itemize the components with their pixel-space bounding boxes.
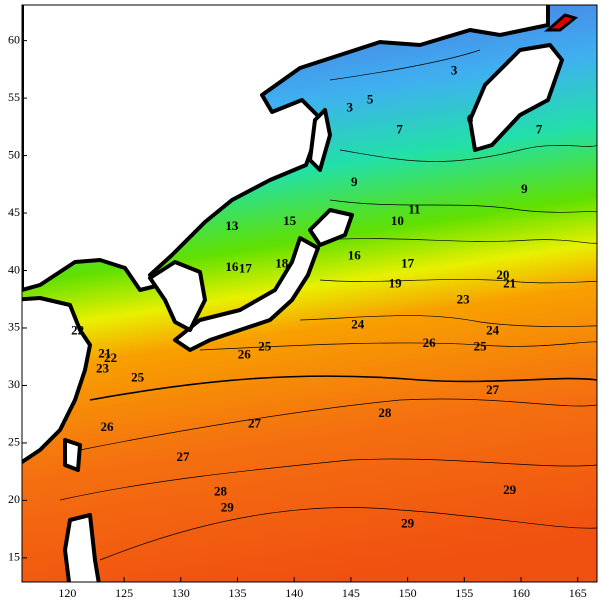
- contour-label: 25: [474, 339, 488, 354]
- x-tick-label: 125: [115, 586, 133, 600]
- y-tick-label: 40: [8, 262, 20, 276]
- contour-label: 21: [503, 275, 516, 290]
- contour-label: 29: [221, 499, 235, 514]
- x-tick-label: 140: [285, 586, 303, 600]
- contour-label: 28: [378, 405, 392, 420]
- y-tick-label: 20: [8, 492, 20, 506]
- contour-label: 7: [536, 121, 543, 136]
- land-kamchatka: [468, 43, 564, 152]
- x-tick-label: 155: [455, 586, 473, 600]
- contour-label: 24: [486, 322, 500, 337]
- x-tick-label: 120: [58, 586, 76, 600]
- contour-label: 28: [214, 483, 228, 498]
- contour-label: 29: [401, 516, 415, 531]
- y-tick-label: 15: [8, 550, 20, 564]
- frame: [21, 4, 598, 583]
- x-tick-label: 135: [228, 586, 246, 600]
- contour-label: 23: [96, 360, 110, 375]
- contour-label: 9: [521, 181, 528, 196]
- map-area: [22, 5, 597, 582]
- contour-label: 21: [98, 345, 111, 360]
- contour-label: 9: [351, 174, 358, 189]
- contour-label: 15: [283, 213, 297, 228]
- contour-label: 22: [71, 322, 84, 337]
- x-tick-label: 150: [399, 586, 417, 600]
- land-korea: [148, 260, 207, 332]
- contour-label: 20: [496, 267, 509, 282]
- y-tick-label: 55: [8, 90, 20, 104]
- y-tick-label: 30: [8, 377, 20, 391]
- contour-label: 26: [238, 347, 252, 362]
- y-tick-label: 35: [8, 320, 20, 334]
- contour-label: 24: [351, 317, 365, 332]
- land-hokkaido: [308, 208, 354, 247]
- contour-label: 26: [423, 335, 437, 350]
- x-tick-label: 165: [569, 586, 587, 600]
- contours: [59, 49, 597, 561]
- contour-label: 5: [367, 91, 374, 106]
- contour-label: 17: [239, 260, 253, 275]
- land-mainland: [22, 5, 550, 292]
- land-edge-red: [544, 13, 579, 32]
- contour-label: 11: [408, 202, 420, 217]
- contour-label: 16: [225, 259, 239, 274]
- contour-label: 6: [467, 111, 474, 126]
- x-tick-label: 160: [512, 586, 530, 600]
- land-taiwan: [63, 438, 82, 472]
- contour-label: 17: [401, 256, 415, 271]
- contour-label: 7: [396, 121, 403, 136]
- land-luzon: [63, 513, 101, 582]
- x-tick-label: 145: [342, 586, 360, 600]
- contour-label: 27: [248, 416, 262, 431]
- contour-label: 23: [457, 291, 471, 306]
- contour-label: 3: [451, 63, 458, 78]
- y-tick-label: 45: [8, 205, 20, 219]
- contour-label: 13: [225, 218, 239, 233]
- contour-label: 25: [131, 370, 145, 385]
- contour-label: 16: [348, 248, 362, 263]
- contour-label: 26: [101, 419, 115, 434]
- land-china-coast: [22, 296, 92, 465]
- contour-label: 22: [104, 350, 117, 365]
- contour-label: 10: [391, 213, 404, 228]
- contour-label: 19: [389, 275, 403, 290]
- contour-label: 25: [258, 339, 272, 354]
- contour-label: 18: [275, 256, 289, 271]
- contour-label: 27: [177, 449, 191, 464]
- land-honshu: [173, 236, 320, 352]
- contour-label: 27: [486, 382, 500, 397]
- contour-label: 29: [503, 482, 517, 497]
- y-tick-label: 50: [8, 147, 20, 161]
- land-sakhalin: [308, 108, 332, 172]
- y-tick-label: 60: [8, 32, 20, 46]
- y-tick-label: 25: [8, 435, 20, 449]
- x-tick-label: 130: [172, 586, 190, 600]
- contour-label: 3: [347, 99, 354, 114]
